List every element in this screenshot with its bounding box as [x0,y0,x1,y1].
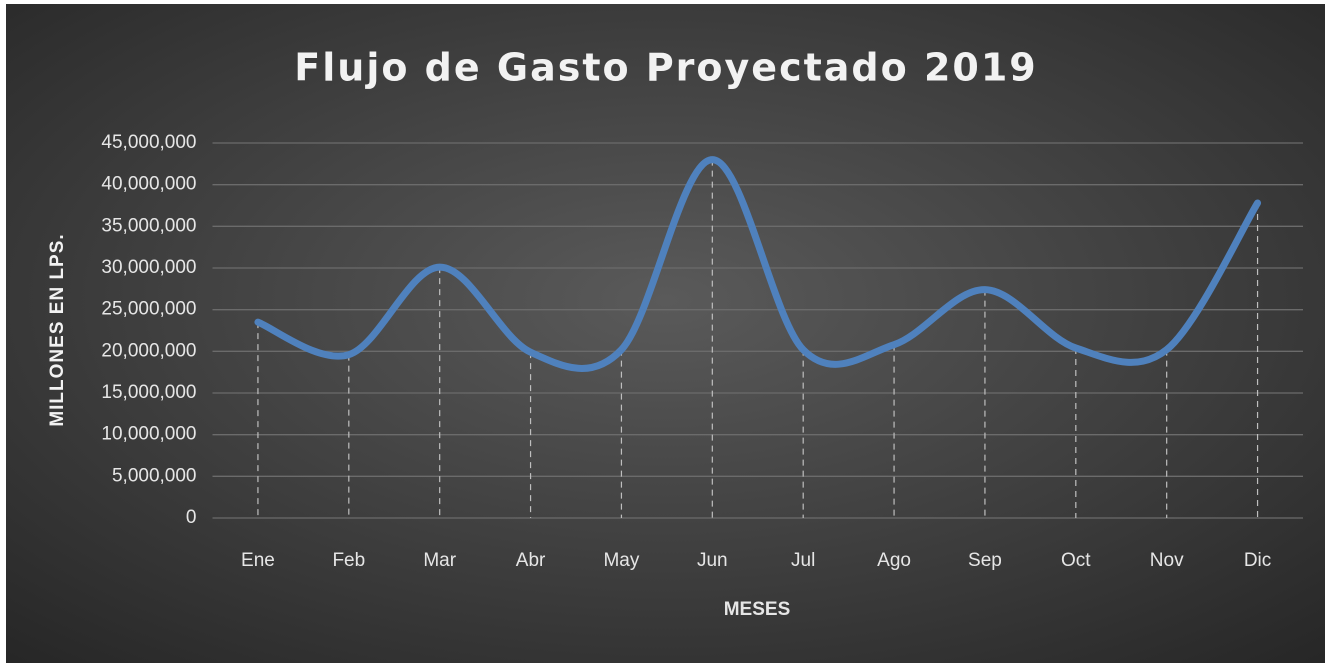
y-tick-label: 45,000,000 [101,132,196,153]
x-tick-label: Jun [697,550,728,571]
y-axis-label: MILLONES EN LPS. [47,233,68,426]
y-tick-label: 0 [186,507,197,528]
y-tick-label: 25,000,000 [101,299,196,320]
x-tick-label: May [603,550,639,571]
x-tick-label: Jul [791,550,815,571]
x-tick-label: Mar [423,550,456,571]
x-tick-label: Ago [877,550,911,571]
y-tick-label: 30,000,000 [101,257,196,278]
y-tick-label: 20,000,000 [101,340,196,361]
chart-background [6,4,1325,663]
x-tick-label: Feb [332,550,365,571]
y-tick-label: 40,000,000 [101,174,196,195]
x-tick-label: Dic [1244,550,1271,571]
x-tick-label: Oct [1061,550,1091,571]
x-tick-label: Sep [968,550,1002,571]
x-tick-label: Ene [241,550,275,571]
x-tick-label: Abr [516,550,546,571]
chart-title: Flujo de Gasto Proyectado 2019 [294,46,1037,90]
y-tick-label: 15,000,000 [101,382,196,403]
y-tick-label: 10,000,000 [101,424,196,445]
x-tick-label: Nov [1150,550,1184,571]
x-axis-label: MESES [724,599,791,620]
line [254,156,1262,372]
y-tick-label: 35,000,000 [101,215,196,236]
y-tick-label: 5,000,000 [112,465,197,486]
